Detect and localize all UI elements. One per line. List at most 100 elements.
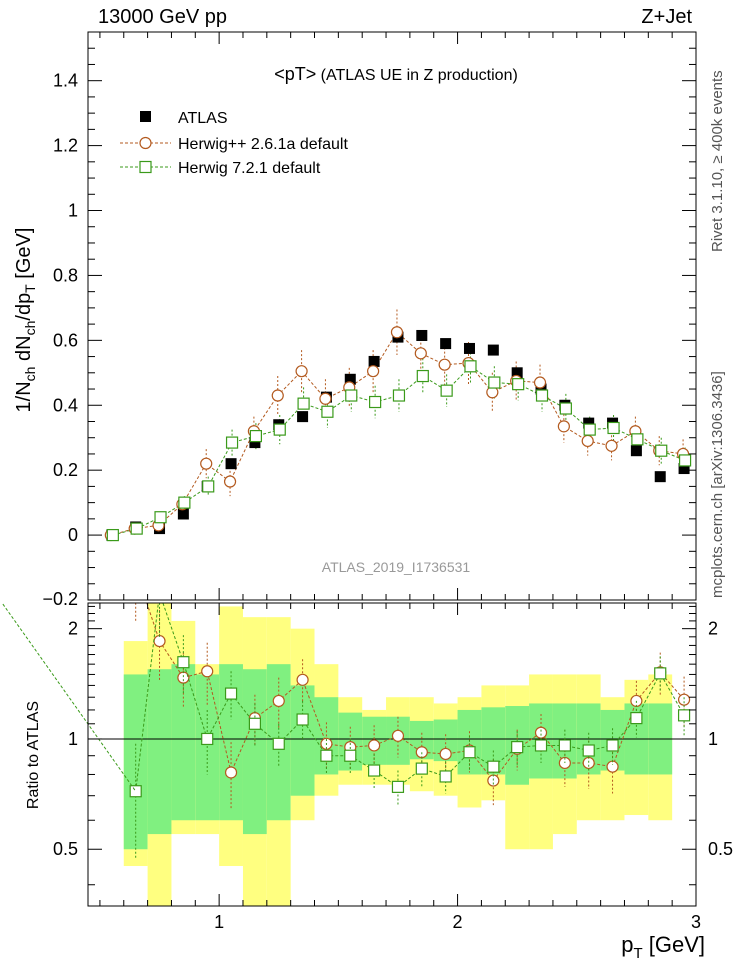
x-axis-label: pT [GeV]	[621, 932, 705, 962]
data-point-herwigpp	[533, 376, 547, 389]
x-tick-label: 3	[691, 912, 701, 932]
ratio-point-herwigpp	[224, 766, 238, 779]
data-point-herwig7	[297, 397, 310, 410]
ratio-point-herwigpp	[534, 726, 548, 739]
ratio-y-tick-label-right: 2	[708, 619, 718, 639]
data-point-herwig7	[106, 528, 119, 542]
legend-label: Herwig++ 2.6.1a default	[178, 136, 348, 153]
data-point-herwigpp	[271, 389, 284, 402]
y-tick-label-cutoff: −0.2	[42, 589, 78, 609]
data-point-atlas	[368, 355, 380, 367]
data-point-atlas	[630, 445, 642, 457]
y-tick-label: 1	[68, 201, 78, 221]
data-point-herwig7	[178, 496, 191, 509]
ratio-point-herwig7	[248, 717, 262, 730]
data-point-herwig7	[464, 360, 477, 373]
data-point-atlas	[463, 342, 475, 354]
y-tick-label: 0.6	[53, 330, 78, 350]
x-tick-label: 1	[214, 912, 224, 932]
data-point-atlas	[440, 338, 452, 350]
ratio-band-inner	[433, 719, 458, 762]
ratio-point-herwig7	[511, 741, 524, 754]
header-process-label: Z+Jet	[641, 6, 692, 28]
y-tick-label: 0.2	[53, 460, 78, 480]
header-energy-label: 13000 GeV pp	[98, 6, 227, 28]
data-point-herwig7	[249, 429, 263, 443]
ratio-band-inner	[123, 674, 148, 850]
legend-marker-atlas	[140, 111, 151, 122]
data-point-atlas	[583, 417, 595, 429]
series-line	[110, 331, 684, 536]
ratio-y-tick-label-right: 1	[708, 729, 718, 749]
ratio-point-herwigpp	[296, 673, 309, 686]
ratio-y-axis-label: Ratio to ATLAS	[25, 701, 42, 809]
ratio-point-herwigpp	[391, 729, 405, 742]
ratio-point-herwigpp	[177, 671, 190, 684]
ratio-point-herwig7	[677, 709, 691, 722]
data-point-atlas	[511, 367, 523, 379]
ratio-point-herwigpp	[201, 665, 214, 678]
ratio-band-inner	[147, 669, 172, 835]
analysis-watermark: ATLAS_2019_I1736531	[322, 559, 471, 575]
data-point-herwigpp	[557, 420, 570, 433]
legend-label: ATLAS	[178, 110, 228, 127]
legend-label: Herwig 7.2.1 default	[178, 160, 321, 177]
legend-marker-herwig7	[139, 160, 152, 174]
ratio-y-tick-label-right: 0.5	[708, 839, 733, 859]
main-plot-frame	[87, 31, 697, 601]
data-point-atlas	[678, 463, 690, 475]
ratio-point-herwigpp	[582, 756, 595, 770]
data-point-herwigpp	[200, 457, 213, 470]
ratio-point-herwig7	[558, 739, 571, 752]
data-point-herwigpp	[223, 475, 237, 488]
data-point-herwig7	[345, 389, 358, 402]
data-point-atlas	[177, 508, 189, 520]
data-point-herwig7	[535, 389, 549, 402]
ratio-band-inner	[481, 707, 506, 775]
y-tick-label: 0	[68, 525, 78, 545]
ratio-point-herwig7	[368, 764, 381, 777]
data-point-atlas	[297, 411, 309, 423]
ratio-point-herwig7	[439, 770, 452, 783]
data-point-herwig7	[559, 402, 572, 415]
ratio-band-inner	[290, 685, 315, 796]
data-point-herwig7	[416, 369, 429, 383]
y-tick-label: 0.4	[53, 395, 78, 415]
ratio-point-herwig7	[630, 712, 643, 725]
data-point-atlas	[344, 373, 356, 385]
ratio-point-herwig7	[415, 762, 428, 775]
data-point-herwig7	[321, 405, 334, 418]
ratio-point-herwig7	[201, 732, 214, 746]
data-point-herwig7	[678, 454, 692, 467]
data-point-herwig7	[273, 423, 286, 436]
data-point-herwig7	[202, 480, 215, 493]
ratio-point-herwig7	[296, 713, 309, 726]
legend: ATLAS Herwig++ 2.6.1a default Herwig 7.2.1…	[120, 110, 348, 177]
ratio-point-herwigpp	[153, 634, 166, 648]
data-point-herwig7	[225, 436, 239, 449]
ratio-point-herwigpp	[130, 564, 141, 575]
ratio-point-herwig7	[344, 749, 357, 762]
ratio-y-tick-label-left: 1	[68, 729, 78, 749]
ratio-point-herwigpp	[677, 693, 691, 706]
ratio-point-herwigpp	[439, 747, 452, 761]
ratio-point-herwig7	[224, 687, 238, 700]
data-point-herwig7	[369, 395, 382, 409]
y-tick-label: 1.4	[53, 71, 78, 91]
data-point-herwig7	[392, 389, 406, 402]
ratio-point-herwigpp	[272, 694, 285, 708]
ratio-point-herwig7	[391, 780, 405, 793]
data-point-herwigpp	[414, 347, 427, 360]
ratio-point-herwig7	[534, 739, 548, 752]
ratio-band-inner	[242, 669, 267, 835]
data-point-herwig7	[655, 444, 668, 457]
ratio-band-inner	[171, 664, 196, 821]
ratio-plot-frame	[87, 602, 697, 907]
ratio-point-herwig7	[320, 749, 333, 762]
data-point-herwig7	[440, 384, 453, 397]
data-point-herwig7	[631, 433, 644, 446]
ratio-point-herwig7	[272, 737, 285, 750]
data-point-herwig7	[607, 421, 620, 435]
data-point-herwig7	[154, 511, 167, 524]
